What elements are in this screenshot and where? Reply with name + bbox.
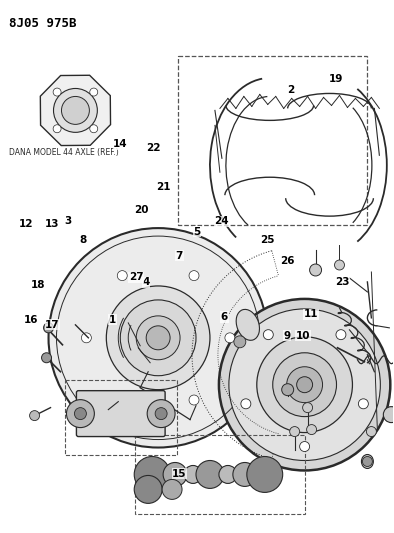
Circle shape bbox=[241, 399, 251, 409]
Text: 17: 17 bbox=[45, 320, 60, 330]
Circle shape bbox=[366, 426, 376, 437]
Text: 26: 26 bbox=[280, 256, 295, 266]
Circle shape bbox=[196, 461, 224, 488]
Circle shape bbox=[257, 337, 353, 433]
Circle shape bbox=[229, 309, 380, 461]
Text: 10: 10 bbox=[296, 330, 310, 341]
Text: 20: 20 bbox=[134, 205, 149, 215]
Circle shape bbox=[362, 456, 372, 466]
Circle shape bbox=[61, 96, 89, 124]
Text: 7: 7 bbox=[176, 251, 183, 261]
Circle shape bbox=[155, 408, 167, 419]
Text: 3: 3 bbox=[64, 216, 71, 227]
Circle shape bbox=[48, 228, 268, 448]
Circle shape bbox=[44, 323, 54, 333]
Circle shape bbox=[184, 465, 202, 483]
Circle shape bbox=[247, 456, 283, 492]
Polygon shape bbox=[40, 75, 111, 146]
Text: 16: 16 bbox=[24, 314, 39, 325]
Circle shape bbox=[146, 326, 170, 350]
Circle shape bbox=[117, 271, 127, 280]
Text: 4: 4 bbox=[142, 278, 150, 287]
Circle shape bbox=[219, 299, 390, 471]
Text: 13: 13 bbox=[45, 219, 59, 229]
Text: DANA MODEL 44 AXLE (REF.): DANA MODEL 44 AXLE (REF.) bbox=[9, 148, 119, 157]
Circle shape bbox=[90, 125, 98, 133]
Circle shape bbox=[297, 377, 312, 393]
Circle shape bbox=[120, 300, 196, 376]
Circle shape bbox=[90, 88, 98, 96]
Ellipse shape bbox=[361, 455, 374, 469]
Circle shape bbox=[53, 88, 61, 96]
Text: 8: 8 bbox=[80, 235, 87, 245]
Circle shape bbox=[134, 456, 170, 492]
Text: 25: 25 bbox=[260, 235, 274, 245]
Circle shape bbox=[54, 88, 97, 132]
Circle shape bbox=[282, 384, 294, 395]
Text: 8J05 975B: 8J05 975B bbox=[9, 17, 76, 30]
Circle shape bbox=[287, 367, 323, 402]
Circle shape bbox=[53, 125, 61, 133]
Circle shape bbox=[41, 353, 52, 363]
Circle shape bbox=[82, 333, 91, 343]
Circle shape bbox=[74, 408, 86, 419]
Circle shape bbox=[162, 480, 182, 499]
Text: 19: 19 bbox=[329, 75, 344, 84]
Circle shape bbox=[359, 399, 368, 409]
Circle shape bbox=[189, 271, 199, 280]
Text: 23: 23 bbox=[335, 278, 349, 287]
Text: 18: 18 bbox=[31, 280, 45, 290]
Circle shape bbox=[335, 260, 344, 270]
Circle shape bbox=[233, 463, 257, 487]
Text: 5: 5 bbox=[193, 227, 201, 237]
Circle shape bbox=[310, 264, 322, 276]
Circle shape bbox=[225, 333, 235, 343]
Circle shape bbox=[67, 400, 95, 427]
Text: 21: 21 bbox=[156, 182, 171, 192]
Text: 27: 27 bbox=[129, 272, 143, 282]
Text: 15: 15 bbox=[172, 469, 187, 479]
Circle shape bbox=[189, 395, 199, 405]
Circle shape bbox=[263, 330, 273, 340]
Circle shape bbox=[290, 426, 299, 437]
Text: 22: 22 bbox=[146, 143, 160, 154]
Circle shape bbox=[106, 286, 210, 390]
Text: 14: 14 bbox=[113, 139, 128, 149]
Circle shape bbox=[303, 402, 312, 413]
Circle shape bbox=[117, 395, 127, 405]
Circle shape bbox=[219, 465, 237, 483]
Ellipse shape bbox=[236, 309, 260, 340]
Circle shape bbox=[307, 425, 316, 434]
Text: 12: 12 bbox=[19, 219, 33, 229]
Text: 24: 24 bbox=[214, 216, 229, 227]
Text: 1: 1 bbox=[109, 314, 116, 325]
Circle shape bbox=[234, 336, 246, 348]
Text: 9: 9 bbox=[284, 330, 291, 341]
Circle shape bbox=[147, 400, 175, 427]
FancyBboxPatch shape bbox=[76, 391, 165, 437]
Text: 11: 11 bbox=[304, 309, 318, 319]
Circle shape bbox=[273, 353, 336, 417]
Text: 6: 6 bbox=[221, 312, 228, 322]
Circle shape bbox=[336, 330, 346, 340]
Circle shape bbox=[299, 441, 310, 451]
Circle shape bbox=[134, 475, 162, 503]
Text: 2: 2 bbox=[288, 85, 295, 95]
Circle shape bbox=[136, 316, 180, 360]
Circle shape bbox=[30, 410, 39, 421]
Circle shape bbox=[163, 463, 187, 487]
Circle shape bbox=[383, 407, 394, 423]
